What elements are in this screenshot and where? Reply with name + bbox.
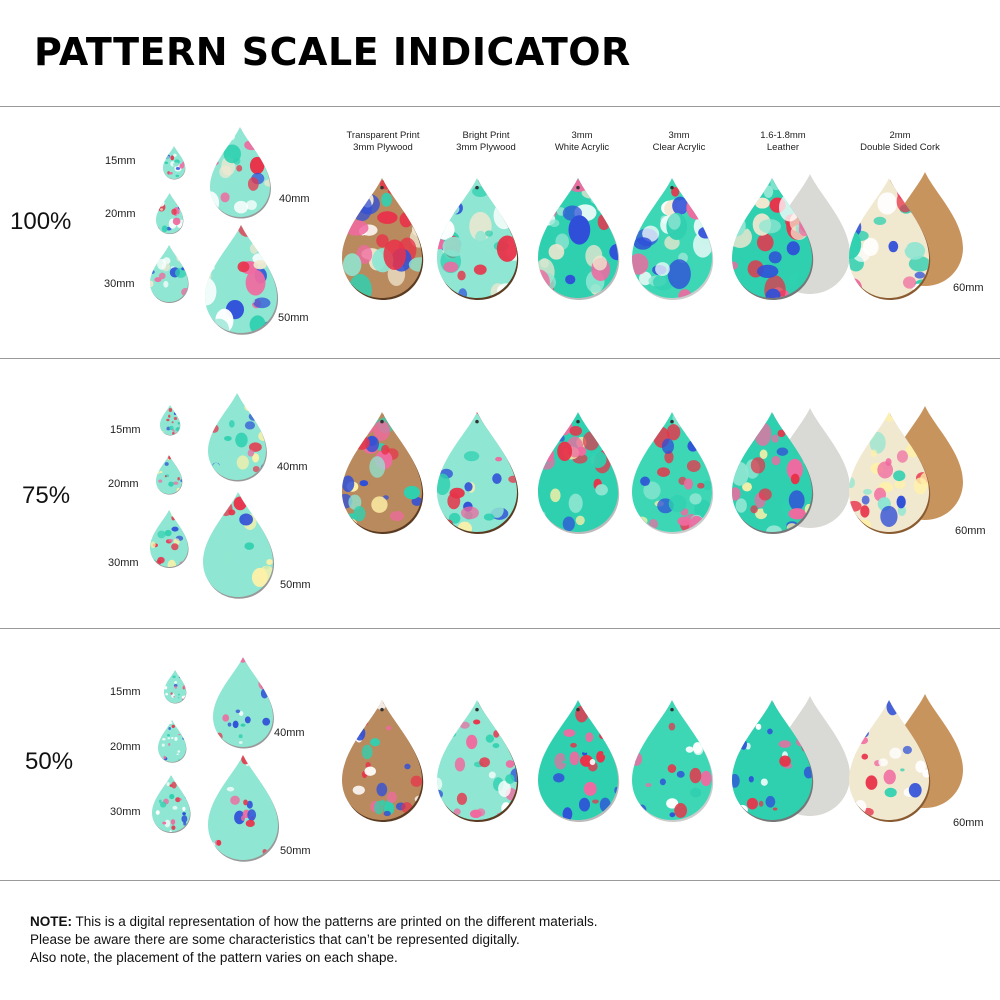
clear-acrylic-teardrop <box>632 700 714 822</box>
small-teardrop <box>203 492 275 599</box>
small-teardrop <box>150 510 189 568</box>
white-acrylic-teardrop <box>538 700 620 822</box>
white-acrylic-teardrop <box>538 178 620 300</box>
page-title: PATTERN SCALE INDICATOR <box>34 30 631 74</box>
small-teardrop <box>163 146 186 180</box>
small-teardrop <box>208 755 280 862</box>
small-teardrop <box>208 393 267 482</box>
material-label: 1.6-1.8mm Leather <box>760 130 806 153</box>
plywood-transparent-teardrop <box>342 700 424 822</box>
size-label: 30mm <box>104 278 135 290</box>
small-teardrop <box>156 193 184 235</box>
cork-teardrop <box>849 700 931 822</box>
divider <box>0 880 1000 881</box>
plywood-transparent-teardrop <box>342 412 424 534</box>
small-teardrop <box>213 657 274 749</box>
clear-acrylic-teardrop <box>632 178 714 300</box>
divider <box>0 106 1000 107</box>
size-label: 20mm <box>105 208 136 220</box>
small-teardrop <box>210 127 271 219</box>
material-label: 3mm White Acrylic <box>554 130 610 153</box>
size-label: 40mm <box>274 727 305 739</box>
size-label: 40mm <box>277 461 308 473</box>
size-label: 20mm <box>110 741 141 753</box>
size-label: 20mm <box>108 478 139 490</box>
size-label: 50mm <box>280 845 311 857</box>
material-label: 2mm Double Sided Cork <box>860 130 940 153</box>
small-teardrop <box>152 775 191 833</box>
material-label: Transparent Print 3mm Plywood <box>346 130 420 153</box>
small-teardrop <box>164 670 187 704</box>
size-label: 50mm <box>278 312 309 324</box>
size-label: 60mm <box>953 282 984 294</box>
size-label: 30mm <box>110 806 141 818</box>
scale-label: 100% <box>10 208 72 235</box>
clear-acrylic-teardrop <box>632 412 714 534</box>
leather-teardrop <box>732 700 814 822</box>
white-acrylic-teardrop <box>538 412 620 534</box>
cork-teardrop <box>849 178 931 300</box>
small-teardrop <box>205 225 279 335</box>
plywood-bright-teardrop <box>437 700 519 822</box>
size-label: 60mm <box>953 817 984 829</box>
small-teardrop <box>156 455 183 495</box>
size-label: 50mm <box>280 579 311 591</box>
material-label: 3mm Clear Acrylic <box>652 130 706 153</box>
size-label: 60mm <box>955 525 986 537</box>
scale-label: 75% <box>22 482 71 509</box>
small-teardrop <box>160 405 181 436</box>
cork-teardrop <box>849 412 931 534</box>
small-teardrop <box>150 245 189 303</box>
size-label: 15mm <box>110 686 141 698</box>
size-label: 15mm <box>110 424 141 436</box>
plywood-transparent-teardrop <box>342 178 424 300</box>
plywood-bright-teardrop <box>437 412 519 534</box>
leather-teardrop <box>732 412 814 534</box>
note-text: NOTE: This is a digital representation o… <box>30 914 598 965</box>
size-label: 40mm <box>279 193 310 205</box>
material-label: Bright Print 3mm Plywood <box>456 130 516 153</box>
divider <box>0 358 1000 359</box>
size-label: 15mm <box>105 155 136 167</box>
leather-teardrop <box>732 178 814 300</box>
plywood-bright-teardrop <box>437 178 519 300</box>
divider <box>0 628 1000 629</box>
size-label: 30mm <box>108 557 139 569</box>
small-teardrop <box>158 720 187 763</box>
scale-label: 50% <box>25 748 74 775</box>
